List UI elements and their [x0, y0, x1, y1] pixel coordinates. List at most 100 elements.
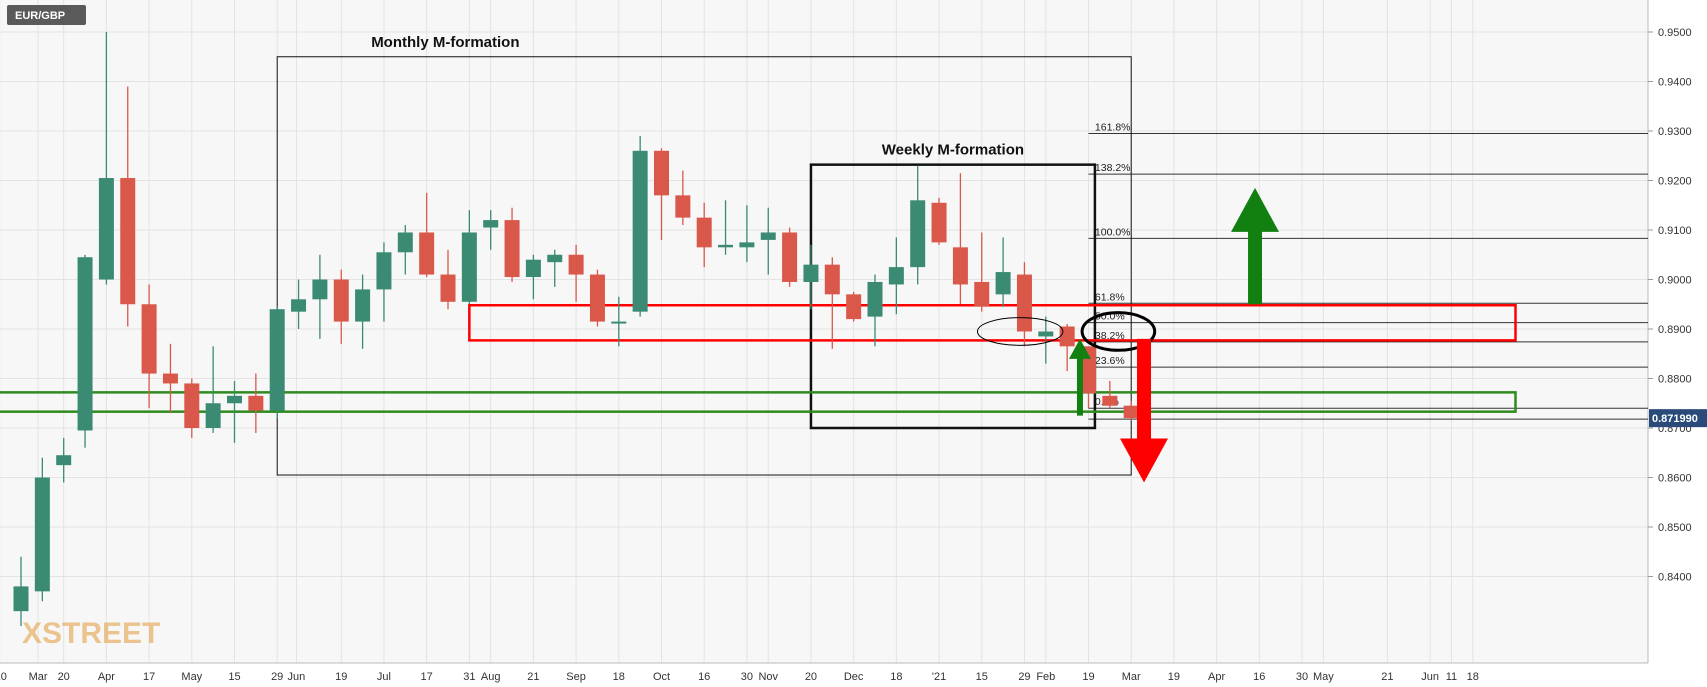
current-price-value: 0.871990 — [1652, 413, 1698, 425]
candle-body — [718, 244, 734, 248]
candle — [355, 274, 371, 349]
candle-body — [483, 220, 499, 228]
price-tick-label: 0.9300 — [1658, 126, 1692, 138]
candle — [995, 237, 1011, 307]
time-tick-label: '20 — [0, 671, 7, 683]
candle — [13, 556, 29, 626]
candle-body — [162, 373, 178, 384]
highlight-ellipses — [976, 311, 1157, 352]
candle-body — [1016, 274, 1032, 332]
candle-body — [1038, 331, 1054, 337]
time-tick-label: Apr — [98, 671, 115, 683]
candle — [675, 170, 691, 226]
candle-body — [205, 403, 221, 428]
candle — [611, 296, 627, 347]
candle-body — [291, 299, 307, 312]
candle — [227, 380, 242, 443]
time-tick-label: '21 — [932, 671, 946, 683]
candle-body — [1059, 326, 1075, 347]
candle — [184, 378, 200, 438]
candle-body — [654, 150, 669, 196]
candle-body — [269, 309, 285, 411]
candle-body — [995, 272, 1011, 295]
candle-body — [931, 202, 947, 243]
candle — [440, 249, 456, 310]
candle-body — [589, 274, 605, 322]
time-tick-label: 17 — [421, 671, 433, 683]
candle — [56, 437, 72, 483]
time-tick-label: May — [181, 671, 202, 683]
candle-body — [56, 455, 72, 466]
candle-body — [333, 279, 349, 322]
monthly-formation-box — [276, 56, 1132, 476]
candle — [846, 291, 862, 322]
time-tick-label: Jun — [288, 671, 306, 683]
candle — [205, 346, 221, 433]
candle-body — [675, 195, 691, 218]
candle — [760, 207, 776, 275]
time-tick-label: 16 — [698, 671, 710, 683]
time-tick-label: Dec — [844, 671, 864, 683]
candle-body — [419, 232, 435, 275]
price-tick-label: 0.8900 — [1658, 324, 1692, 336]
candle — [291, 279, 307, 329]
time-tick-label: May — [1313, 671, 1334, 683]
time-axis-background — [0, 663, 1707, 687]
candle-body — [184, 383, 200, 428]
candle-body — [504, 220, 520, 278]
time-tick-label: 30 — [1296, 671, 1308, 683]
time-tick-label: 20 — [58, 671, 70, 683]
candle-body — [1102, 395, 1118, 406]
candle — [333, 269, 349, 344]
candle-body — [867, 281, 883, 317]
time-tick-label: Sep — [566, 671, 586, 683]
candle — [1123, 400, 1139, 421]
price-axis: 0.84000.85000.86000.87000.88000.89000.90… — [1648, 27, 1692, 584]
time-tick-label: 15 — [228, 671, 240, 683]
candle — [77, 254, 93, 448]
direction-arrows — [1068, 187, 1280, 483]
time-tick-label: 19 — [1082, 671, 1094, 683]
price-zones — [0, 303, 1517, 413]
candle — [376, 242, 392, 322]
price-axis-background — [1648, 0, 1707, 687]
candle-body — [846, 294, 862, 320]
candle-body — [98, 178, 114, 280]
candle-body — [611, 321, 627, 324]
symbol-badge[interactable]: EUR/GBP — [7, 5, 86, 25]
time-tick-label: Feb — [1036, 671, 1055, 683]
candles — [13, 32, 1139, 626]
candle — [1102, 380, 1118, 409]
candle-body — [632, 150, 648, 312]
time-axis: '20 Mar 20 Apr 17 May 15 29 Jun 19 Jul 17 31 Aug 21 Sep… — [0, 671, 1479, 683]
bold-ellipse — [1080, 311, 1157, 352]
time-tick-label: 16 — [1253, 671, 1265, 683]
candle — [34, 457, 50, 602]
candle — [419, 192, 435, 278]
candle — [803, 244, 819, 310]
candle-body — [77, 257, 93, 431]
time-tick-label: 11 — [1446, 671, 1457, 683]
fib-level-label: 61.8% — [1095, 291, 1125, 303]
arrow-up-icon — [1068, 338, 1091, 416]
resistance-zone — [468, 303, 1517, 342]
candle-body — [696, 217, 712, 248]
candle-body — [568, 254, 584, 275]
plot-background — [0, 0, 1648, 663]
candle — [312, 254, 328, 339]
time-tick-label: 18 — [613, 671, 625, 683]
candle — [589, 269, 605, 327]
candle — [269, 306, 285, 419]
candle-body — [910, 200, 926, 268]
candle-body — [141, 304, 157, 374]
candle-body — [355, 289, 371, 322]
candle-body — [34, 477, 50, 592]
fibonacci-levels: 161.8%138.2%100.0%61.8%50.0%38.2%23.6%0.… — [1088, 121, 1648, 420]
time-tick-label: Mar — [1122, 671, 1141, 683]
candle-body — [461, 232, 477, 302]
monthly-formation-title: Monthly M-formation — [371, 34, 519, 51]
time-tick-label: 30 — [741, 671, 753, 683]
time-tick-label: 17 — [143, 671, 155, 683]
time-tick-label: Jun — [1421, 671, 1439, 683]
